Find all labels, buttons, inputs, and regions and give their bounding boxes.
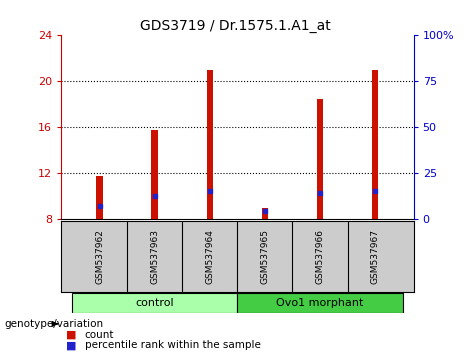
Text: percentile rank within the sample: percentile rank within the sample (85, 340, 260, 350)
Bar (96, 176, 103, 219)
Text: ■: ■ (66, 330, 76, 339)
Text: GSM537964: GSM537964 (205, 229, 214, 284)
Bar (262, 208, 268, 219)
Text: GDS3719 / Dr.1575.1.A1_at: GDS3719 / Dr.1575.1.A1_at (140, 19, 330, 34)
Bar (151, 130, 158, 219)
Bar (372, 70, 378, 219)
FancyBboxPatch shape (72, 293, 237, 313)
Text: control: control (135, 298, 174, 308)
FancyBboxPatch shape (237, 293, 403, 313)
Text: genotype/variation: genotype/variation (5, 319, 104, 329)
Text: GSM537967: GSM537967 (370, 229, 380, 284)
Bar (206, 70, 213, 219)
Text: count: count (85, 330, 114, 339)
Bar (317, 99, 323, 219)
Text: GSM537962: GSM537962 (95, 229, 104, 284)
Text: ■: ■ (66, 340, 76, 350)
Text: GSM537963: GSM537963 (150, 229, 159, 284)
Text: Ovo1 morphant: Ovo1 morphant (276, 298, 364, 308)
Text: GSM537966: GSM537966 (315, 229, 324, 284)
Text: GSM537965: GSM537965 (260, 229, 269, 284)
